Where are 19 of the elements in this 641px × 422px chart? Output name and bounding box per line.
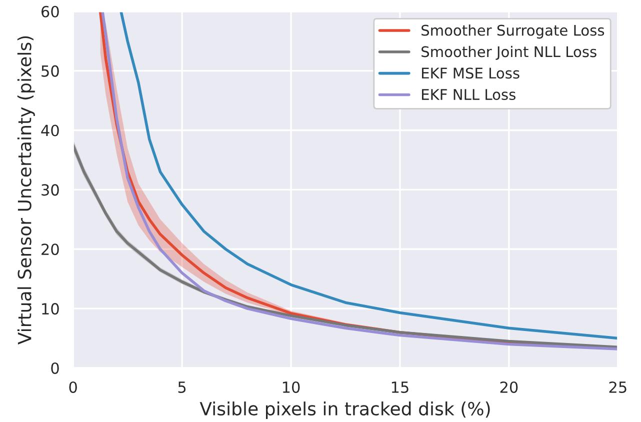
x-tick-label: 5 <box>178 382 186 394</box>
legend-label: EKF NLL Loss <box>422 89 516 100</box>
legend-label: EKF MSE Loss <box>422 68 520 79</box>
legend-label: Smoother Joint NLL Loss <box>422 46 596 60</box>
legend-label: Smoother Surrogate Loss <box>422 24 604 39</box>
y-tick-label: 50 <box>42 65 59 77</box>
y-axis-title: Virtual Sensor Uncertainty (pixels) <box>17 36 35 344</box>
x-tick-label: 25 <box>609 381 626 394</box>
y-tick-label: 10 <box>42 303 59 315</box>
y-tick-label: 20 <box>42 244 59 256</box>
x-axis-title: Visible pixels in tracked disk (%) <box>200 402 490 419</box>
x-tick-label: 10 <box>282 381 300 394</box>
y-tick-label: 0 <box>51 362 59 374</box>
y-tick-label: 30 <box>42 184 59 196</box>
y-tick-label: 40 <box>41 124 59 136</box>
x-tick-label: 15 <box>392 382 408 394</box>
x-tick-label: 0 <box>69 381 77 394</box>
x-tick-label: 20 <box>500 381 518 394</box>
y-tick-label: 60 <box>42 6 59 18</box>
